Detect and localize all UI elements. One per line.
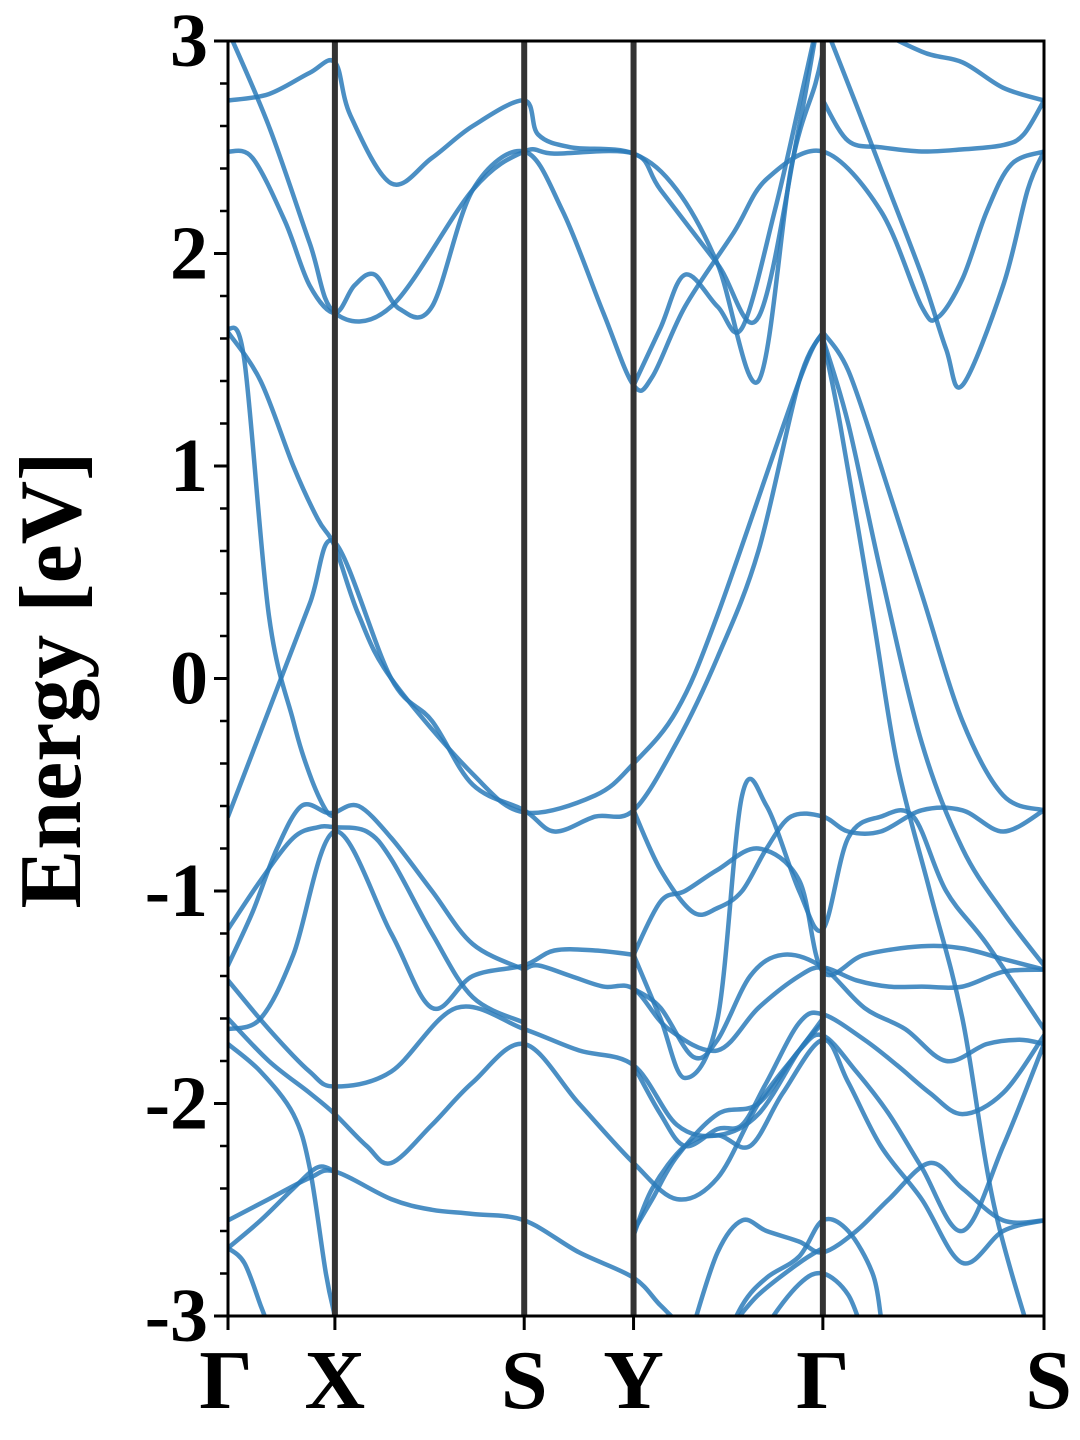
x-tick-label-2: X: [305, 1334, 366, 1427]
band-line-18: [228, 1016, 826, 1202]
x-tick-label-4: Y: [603, 1334, 664, 1427]
y-tick-label-1: 3: [170, 0, 208, 83]
x-tick-label-3: S: [501, 1334, 548, 1427]
band-line-28: [631, 1010, 1044, 1149]
band-line-1: [230, 41, 817, 326]
band-line-31: [694, 1160, 1044, 1316]
band-line-19: [228, 1168, 826, 1316]
band-line-15: [228, 824, 527, 1026]
y-tick-labels: 3 2 1 0 -1 -2 -3: [145, 0, 208, 1358]
band-line-7: [631, 41, 816, 388]
band-line-13: [820, 336, 1027, 1316]
band-line-4: [820, 98, 1044, 154]
band-line-33: [770, 1270, 860, 1316]
y-tick-label-3: 1: [170, 424, 208, 508]
band-line-3: [228, 148, 1044, 393]
band-line-20: [228, 1164, 338, 1251]
y-tick-label-6: -2: [145, 1062, 208, 1146]
y-axis-label: Energy [eV]: [3, 452, 100, 909]
band-line-9: [228, 325, 338, 819]
band-line-17: [228, 978, 826, 1139]
band-line-11: [820, 336, 1044, 968]
band-line-5: [828, 41, 1044, 390]
band-series-group: [228, 41, 1044, 1316]
band-line-10: [228, 329, 826, 816]
band-line-14: [228, 802, 527, 972]
band-line-26: [631, 776, 1044, 1081]
x-tick-label-5: Γ: [796, 1334, 849, 1427]
band-line-16: [228, 829, 636, 1032]
band-line-24: [631, 846, 1044, 978]
band-line-23: [521, 962, 1044, 1054]
y-tick-label-4: 0: [170, 637, 208, 721]
x-tick-label-1: Γ: [199, 1334, 252, 1427]
axes-group: [214, 39, 1046, 1330]
band-line-12: [820, 329, 1044, 813]
band-line-6: [893, 41, 1044, 103]
y-tick-label-7: -3: [145, 1274, 208, 1358]
y-tick-label-5: -1: [145, 849, 208, 933]
band-line-21: [228, 1041, 338, 1316]
k-point-lines-group: [331, 41, 826, 1316]
band-line-22: [228, 1245, 268, 1316]
band-line-25: [631, 805, 1044, 918]
x-tick-label-6: S: [1025, 1334, 1072, 1427]
band-line-8: [228, 329, 826, 834]
band-line-32: [733, 1216, 884, 1316]
y-tick-label-2: 2: [170, 212, 208, 296]
